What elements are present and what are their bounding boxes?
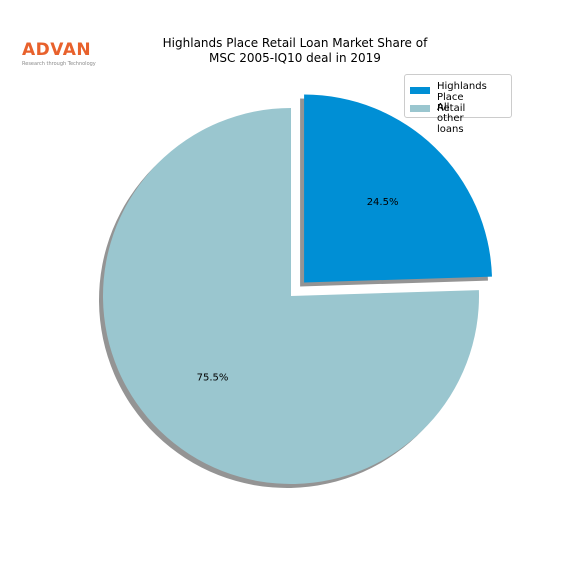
legend-label-highlands: Highlands Place Retail (437, 81, 487, 114)
advan-logo: ADVAN Research through Technology (22, 42, 102, 68)
legend: Highlands Place Retail All other loans (404, 74, 512, 135)
legend-label-other: All other loans (437, 102, 464, 135)
logo-wordmark: ADVAN (22, 40, 92, 60)
pie-label-other: 75.5% (197, 373, 229, 384)
pie-labels: 24.5% 75.5% (197, 197, 399, 384)
chart-title: Highlands Place Retail Loan Market Share… (100, 36, 490, 66)
legend-swatch-highlands (410, 87, 430, 94)
chart-title-line-1: Highlands Place Retail Loan Market Share… (162, 36, 428, 50)
pie-label-highlands: 24.5% (367, 197, 399, 208)
pie-slice-highlands (304, 94, 492, 283)
chart-title-line-2: MSC 2005-IQ10 deal in 2019 (209, 51, 381, 65)
legend-swatch-other (410, 105, 430, 112)
pie-slices (102, 94, 492, 484)
logo-tagline: Research through Technology (22, 61, 96, 67)
pie-slice-other (102, 108, 479, 484)
